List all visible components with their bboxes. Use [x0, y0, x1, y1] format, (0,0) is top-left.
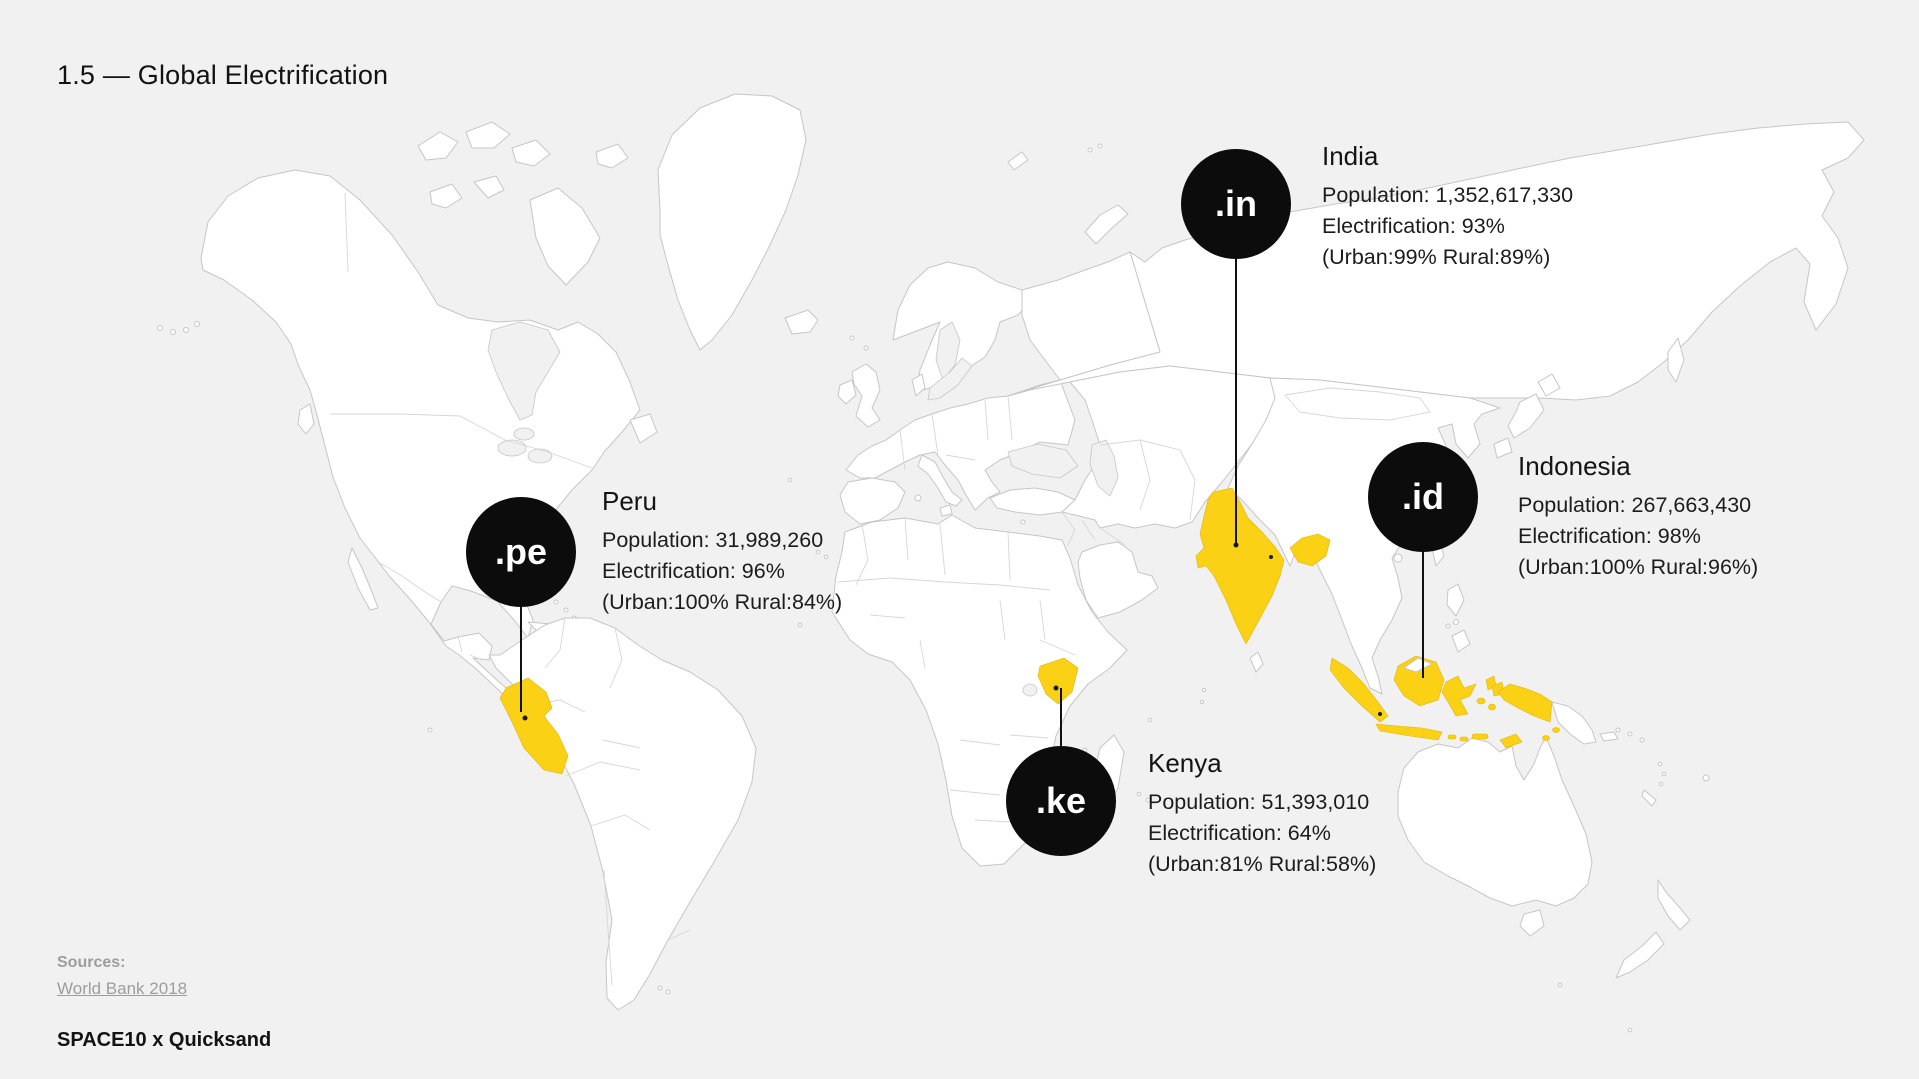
annotation-india-electrification: Electrification: 93% — [1322, 214, 1505, 238]
landmass-australia — [1397, 736, 1593, 907]
landmass-turkey — [989, 487, 1076, 516]
annotation-kenya-population: Population: 51,393,010 — [1148, 790, 1370, 814]
black-sea — [1007, 443, 1079, 479]
marker-india-label: .in — [1215, 183, 1257, 224]
leader-line-indonesia — [1422, 550, 1424, 678]
annotation-india-name: India — [1322, 141, 1379, 171]
annotation-india-population: Population: 1,352,617,330 — [1322, 183, 1574, 207]
landmass-novaya-zemlya — [1084, 204, 1129, 245]
landmass-south-america — [488, 617, 757, 1011]
sources-label: Sources: — [57, 954, 126, 971]
annotation-kenya-electrification: Electrification: 64% — [1148, 821, 1331, 845]
annotation-kenya-urban-rural: (Urban:81% Rural:58%) — [1148, 852, 1377, 876]
caspian-sea — [1089, 439, 1119, 497]
lake-victoria — [1022, 683, 1038, 697]
baltic-sea — [927, 357, 973, 401]
marker-kenya: .ke — [1006, 746, 1116, 856]
landmass-sri-lanka — [1249, 651, 1264, 673]
landmass-new-guinea — [1551, 701, 1597, 745]
annotation-india-urban-rural: (Urban:99% Rural:89%) — [1322, 245, 1551, 269]
annotation-indonesia-population: Population: 267,663,430 — [1518, 493, 1752, 517]
landmass-arabia — [1077, 541, 1159, 619]
landmass-japan — [1537, 373, 1561, 397]
annotation-indonesia-electrification: Electrification: 98% — [1518, 524, 1701, 548]
credit-footer: SPACE10 x Quicksand — [57, 1029, 272, 1051]
page-title: 1.5 — Global Electrification — [57, 60, 389, 90]
landmasses — [157, 93, 1865, 1033]
annotation-peru-population: Population: 31,989,260 — [602, 528, 824, 552]
landmass-malaysian-borneo — [1403, 657, 1433, 673]
annotation-indonesia-urban-rural: (Urban:100% Rural:96%) — [1518, 555, 1759, 579]
marker-indonesia: .id — [1368, 442, 1478, 552]
landmass-italy — [917, 454, 963, 507]
landmass-baffin — [529, 187, 601, 286]
annotation-peru-electrification: Electrification: 96% — [602, 559, 785, 583]
city-dots — [522, 542, 1382, 721]
annotation-kenya-name: Kenya — [1148, 748, 1222, 778]
landmass-sakhalin — [1667, 337, 1685, 383]
landmass-uk — [851, 363, 881, 428]
landmass-iceland — [784, 309, 819, 335]
gulf-of-bothnia — [935, 321, 961, 381]
marker-peru-label: .pe — [494, 531, 547, 572]
annotation-peru: Peru Population: 31,989,260 Electrificat… — [602, 486, 842, 618]
annotation-peru-urban-rural: (Urban:100% Rural:84%) — [602, 590, 843, 614]
annotation-kenya: Kenya Population: 51,393,010 Electrifica… — [1148, 748, 1376, 880]
map-country-india-highlight — [1195, 487, 1285, 645]
inland-waters — [487, 321, 1119, 697]
highlighted-countries — [499, 487, 1560, 775]
marker-india: .in — [1181, 149, 1291, 259]
landmass-philippines — [1446, 583, 1465, 617]
sources-block: Sources: World Bank 2018 — [57, 954, 187, 999]
marker-indonesia-label: .id — [1402, 476, 1444, 517]
landmass-greenland — [657, 93, 807, 351]
map-country-india-northeast-highlight — [1289, 533, 1331, 567]
landmass-baja — [347, 547, 379, 611]
leader-line-kenya — [1060, 688, 1062, 748]
annotation-indonesia-name: Indonesia — [1518, 451, 1631, 481]
annotation-peru-name: Peru — [602, 486, 657, 516]
leader-line-peru — [520, 605, 522, 712]
landmass-ireland — [837, 379, 857, 405]
sources-link-world-bank[interactable]: World Bank 2018 — [57, 979, 188, 998]
marker-kenya-label: .ke — [1035, 780, 1087, 821]
marker-peru: .pe — [466, 497, 576, 607]
annotation-india: India Population: 1,352,617,330 Electrif… — [1322, 141, 1573, 273]
map-country-peru-highlight — [499, 677, 569, 775]
map-country-kenya-highlight — [1037, 657, 1079, 705]
annotation-indonesia: Indonesia Population: 267,663,430 Electr… — [1518, 451, 1758, 583]
hudson-bay — [487, 321, 561, 421]
landmass-tasmania — [1519, 909, 1545, 937]
landmass-new-zealand — [1657, 879, 1691, 931]
map-country-indonesia-highlight — [1329, 655, 1560, 749]
landmass-iberia — [839, 477, 906, 525]
leader-line-india — [1235, 257, 1237, 546]
